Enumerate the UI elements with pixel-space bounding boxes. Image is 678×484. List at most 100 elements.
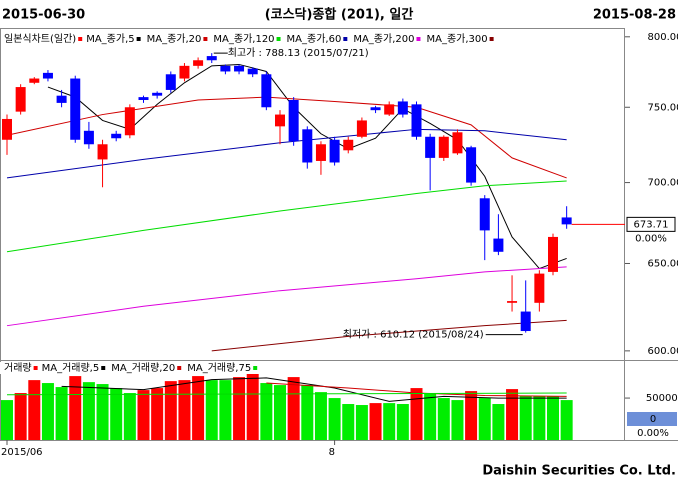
legend-swatch xyxy=(78,37,83,41)
candle-body xyxy=(356,120,367,137)
volume-bar xyxy=(178,380,191,440)
volume-bar xyxy=(301,385,314,440)
legend-label: MA_종가,5 xyxy=(86,33,134,45)
legend-swatch xyxy=(101,366,106,370)
ma-line xyxy=(61,377,567,402)
volume-bar xyxy=(55,387,68,440)
candle-body xyxy=(165,74,176,90)
legend-swatch xyxy=(343,37,348,41)
legend-label: MA_거래량,75 xyxy=(187,362,251,374)
candle-body xyxy=(302,129,313,163)
candle-body xyxy=(397,101,408,115)
volume-bar xyxy=(137,390,150,440)
current-volume: 0 xyxy=(650,414,656,425)
candle-body xyxy=(370,107,381,111)
candle-body xyxy=(329,139,340,163)
candle-body xyxy=(275,114,285,127)
candle-body xyxy=(534,273,545,303)
volume-bar xyxy=(151,388,164,440)
candle-body xyxy=(548,236,558,272)
volume-bar xyxy=(533,396,546,440)
y-tick-label: 700.00 xyxy=(648,178,678,189)
candle-body xyxy=(493,238,504,252)
volume-bar xyxy=(274,385,286,440)
candle-body xyxy=(411,104,422,137)
candle-body xyxy=(97,144,108,160)
volume-bar xyxy=(314,392,327,440)
candle-body xyxy=(288,100,299,142)
legend-bg xyxy=(0,362,300,374)
volume-bar xyxy=(547,396,559,440)
volume-bar xyxy=(369,403,382,440)
candle-body xyxy=(520,311,531,332)
candle-body xyxy=(507,301,518,303)
change-label: 0.00% xyxy=(637,428,669,439)
y-tick-label: 750.00 xyxy=(648,102,678,113)
volume-bar xyxy=(560,400,573,440)
volume-bar xyxy=(1,400,13,440)
volume-bar xyxy=(219,380,232,440)
volume-bar xyxy=(492,404,505,440)
volume-bar xyxy=(451,400,464,440)
volume-bar xyxy=(14,393,27,440)
chart-title: (코스닥)종합 (201), 일간 xyxy=(265,7,414,23)
ma-line xyxy=(6,266,567,327)
candle-body xyxy=(452,132,463,154)
legend-label: MA_종가,20 xyxy=(147,33,202,45)
ma-line xyxy=(6,128,567,179)
candle-body xyxy=(425,136,436,158)
candle-body xyxy=(83,130,94,145)
candle-body xyxy=(220,65,231,72)
candle-body xyxy=(111,133,122,139)
y-tick-label: 800.00 xyxy=(648,32,678,43)
volume-bar xyxy=(110,388,123,440)
ma-line xyxy=(6,180,567,253)
volume-bar xyxy=(519,396,532,440)
candle-body xyxy=(343,139,354,151)
candle-body xyxy=(561,217,572,225)
candle-body xyxy=(29,78,40,83)
legend-title: 거래량 xyxy=(4,362,32,374)
y-tick-label: 650.00 xyxy=(648,258,678,269)
candle-body xyxy=(42,72,53,79)
candle-body xyxy=(315,144,326,161)
candle-body xyxy=(466,147,477,183)
volume-bar xyxy=(123,393,136,440)
legend-swatch xyxy=(177,366,182,370)
end-date: 2015-08-28 xyxy=(593,8,676,23)
legend-swatch xyxy=(33,366,38,370)
annotation: 최고가 : 788.13 (2015/07/21) xyxy=(228,47,369,59)
candle-body xyxy=(2,118,12,140)
volume-bar xyxy=(342,404,355,440)
volume-bar xyxy=(82,382,95,440)
legend-label: MA_거래량,5 xyxy=(42,362,100,374)
candle-body xyxy=(152,92,163,96)
volume-bar xyxy=(506,389,519,440)
volume-bar xyxy=(287,377,300,440)
current-volume-box xyxy=(627,412,677,426)
legend-swatch xyxy=(276,37,281,41)
volume-bar xyxy=(41,383,54,440)
legend-swatch xyxy=(253,366,258,370)
volume-bar xyxy=(465,391,478,440)
legend-label: MA_종가,300 xyxy=(426,33,487,45)
volume-bar xyxy=(410,388,423,440)
y-tick-label: 500000 xyxy=(646,393,678,404)
volume-bar xyxy=(28,380,41,440)
legend-swatch xyxy=(203,37,208,41)
candle-body xyxy=(438,136,449,158)
volume-bar xyxy=(437,398,450,440)
volume-bar xyxy=(69,376,82,440)
candle-body xyxy=(193,60,204,66)
annotation: 최저가 : 610.12 (2015/08/24) xyxy=(343,329,484,341)
legend-label: MA_종가,120 xyxy=(213,33,274,45)
candle-body xyxy=(56,95,67,103)
candle-body xyxy=(15,87,26,112)
volume-bar xyxy=(96,384,109,440)
volume-bar xyxy=(233,377,246,440)
candle-body xyxy=(234,65,245,72)
volume-bar xyxy=(424,393,437,440)
candle-body xyxy=(138,97,149,101)
legend-swatch xyxy=(136,37,141,41)
volume-bar xyxy=(164,381,177,440)
